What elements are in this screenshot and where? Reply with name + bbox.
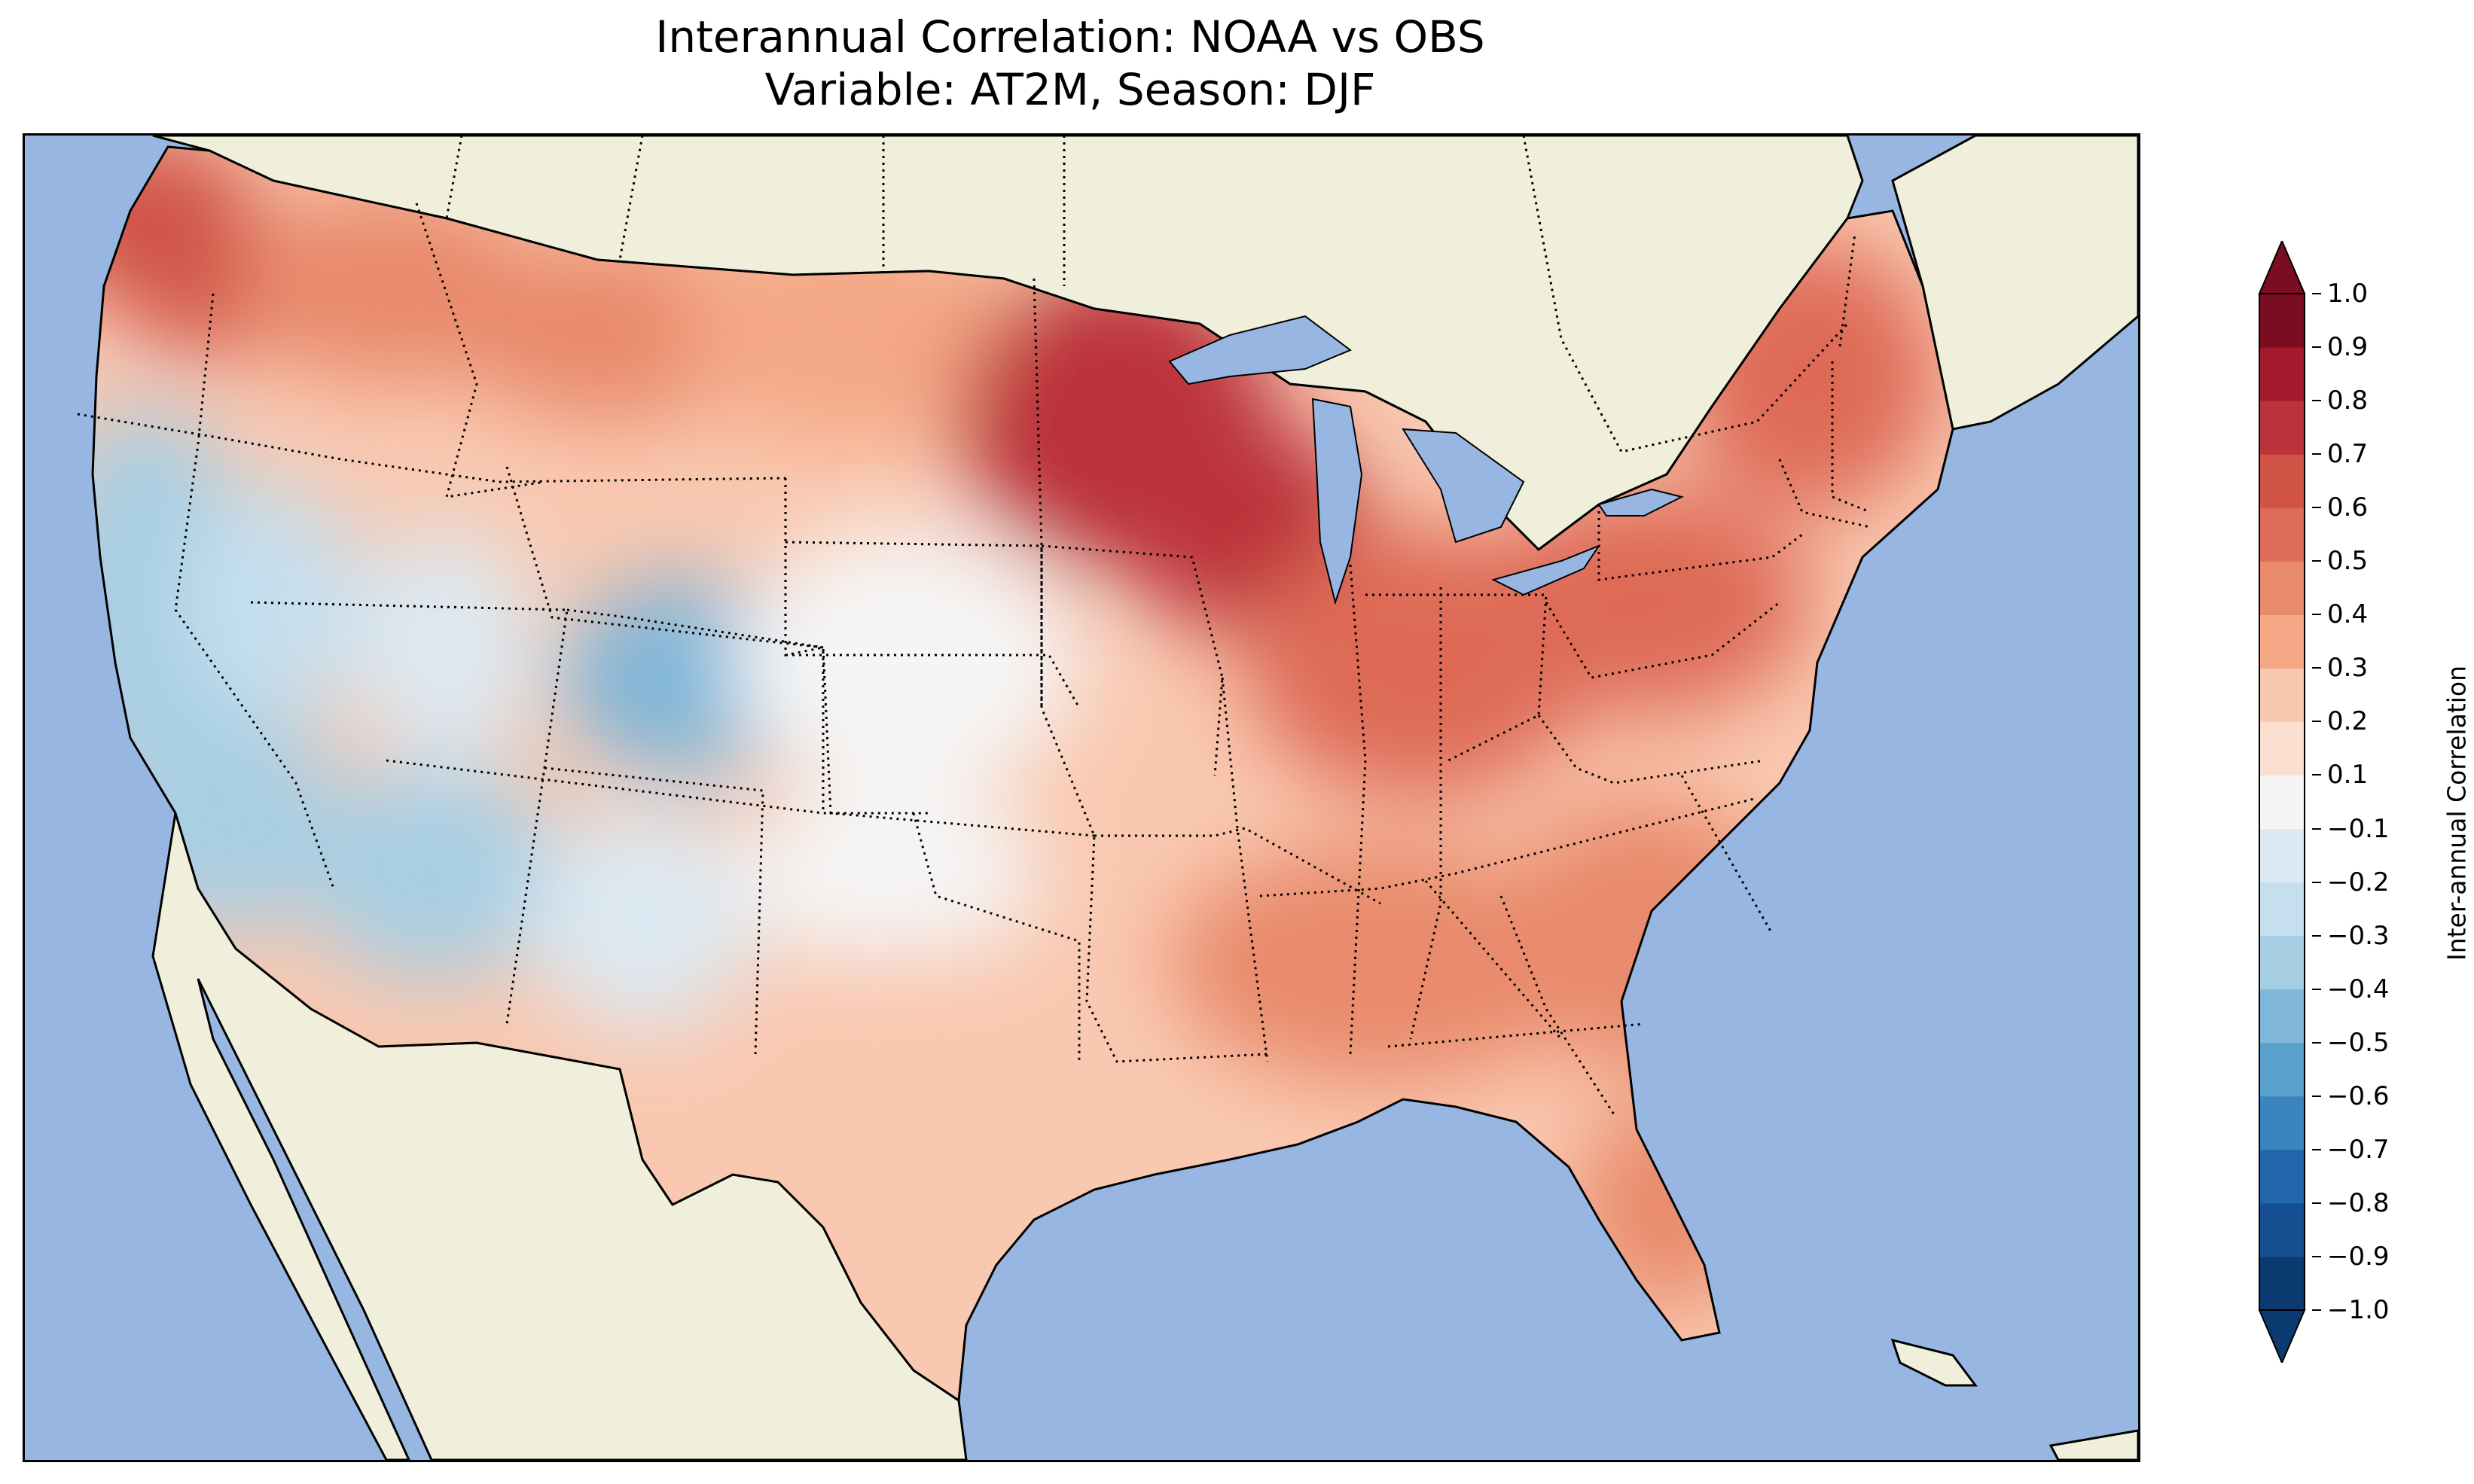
cuba-land <box>1890 1338 1978 1387</box>
correlation-region <box>356 527 537 768</box>
correlation-region <box>1170 843 1591 1084</box>
lake-erie <box>1491 544 1601 596</box>
colorbar-segment <box>2259 1256 2305 1311</box>
state-borders <box>77 203 1871 1115</box>
colorbar-tick-label: 0.4 <box>2327 599 2369 630</box>
colorbar-tick-label: −0.5 <box>2327 1027 2390 1058</box>
colorbar-tick-label: −0.7 <box>2327 1134 2390 1165</box>
hispaniola-land <box>2048 1429 2138 1460</box>
colorbar-segment <box>2259 614 2305 669</box>
colorbar-tick-label: 0.2 <box>2327 706 2369 737</box>
colorbar-tick-label: 1.0 <box>2327 279 2369 309</box>
colorbar-tick-mark <box>2312 346 2321 349</box>
colorbar-segment <box>2259 989 2305 1044</box>
colorbar-tick-label: 0.7 <box>2327 439 2369 470</box>
colorbar-segment <box>2259 347 2305 401</box>
correlation-region <box>304 768 560 979</box>
colorbar <box>2258 241 2306 1363</box>
colorbar-segment <box>2259 1149 2305 1204</box>
colorbar-tick-mark <box>2312 1148 2321 1150</box>
colorbar-segment <box>2259 882 2305 937</box>
colorbar-tick-mark <box>2312 453 2321 456</box>
lake-ontario <box>1597 488 1684 517</box>
map-panel <box>23 133 2140 1462</box>
colorbar-tick-label: 0.6 <box>2327 492 2369 523</box>
colorbar-tick-mark <box>2312 1041 2321 1044</box>
correlation-region <box>680 218 1027 444</box>
colorbar-tick-mark <box>2312 988 2321 990</box>
colorbar-tick-mark <box>2312 774 2321 776</box>
colorbar-segment <box>2259 507 2305 562</box>
colorbar-tick-mark <box>2312 1255 2321 1257</box>
colorbar-segment <box>2259 454 2305 508</box>
colorbar-tick-label: 0.5 <box>2327 546 2369 577</box>
colorbar-tick-label: −0.3 <box>2327 920 2390 951</box>
colorbar-segment <box>2259 668 2305 722</box>
colorbar-extend-min <box>2258 1309 2306 1363</box>
colorbar-tick-label: −0.6 <box>2327 1080 2390 1111</box>
colorbar-tick-mark <box>2312 1095 2321 1097</box>
colorbar-tick-mark <box>2312 721 2321 723</box>
colorbar-extend-max <box>2258 241 2306 294</box>
colorbar-tick-mark <box>2312 507 2321 509</box>
colorbar-segment <box>2259 401 2305 455</box>
province-borders <box>445 136 1849 453</box>
colorbar-segment <box>2259 775 2305 830</box>
colorbar-segment <box>2259 294 2305 348</box>
title-line-1: Interannual Correlation: NOAA vs OBS <box>655 11 1485 62</box>
colorbar-tick-mark <box>2312 614 2321 616</box>
colorbar-tick-label: −0.1 <box>2327 813 2390 844</box>
great-lakes <box>1168 315 1684 605</box>
correlation-region <box>740 783 1042 964</box>
colorbar-tick-label: −1.0 <box>2327 1295 2390 1325</box>
colorbar-tick-mark <box>2312 881 2321 883</box>
colorbar-segment <box>2259 1042 2305 1097</box>
colorbar-tick-label: −0.9 <box>2327 1241 2390 1272</box>
correlation-region <box>529 806 755 1031</box>
colorbar-tick-label: −0.2 <box>2327 867 2390 897</box>
colorbar-segment <box>2259 935 2305 990</box>
colorbar-tick-mark <box>2312 667 2321 669</box>
colorbar-outline <box>2259 293 2305 1311</box>
colorbar-segment <box>2259 828 2305 883</box>
correlation-region <box>733 527 1079 798</box>
map-canvas <box>25 136 2138 1460</box>
colorbar-segment <box>2259 1202 2305 1257</box>
colorbar-tick-mark <box>2312 934 2321 937</box>
field-blobs <box>93 147 1938 1310</box>
colorbar-tick-mark <box>2312 400 2321 402</box>
colorbar-tick-label: −0.4 <box>2327 974 2390 1004</box>
colorbar-segment <box>2259 1095 2305 1150</box>
title-line-2: Variable: AT2M, Season: DJF <box>764 64 1376 115</box>
lake-huron <box>1402 428 1525 544</box>
lake-michigan <box>1311 398 1363 605</box>
correlation-region <box>1478 489 1810 715</box>
colorbar-tick-label: −0.8 <box>2327 1187 2390 1218</box>
colorbar-segments <box>2258 241 2306 1363</box>
chart-title: Interannual Correlation: NOAA vs OBS Var… <box>0 11 2140 116</box>
colorbar-tick-mark <box>2312 1202 2321 1204</box>
correlation-region <box>733 949 1124 1205</box>
colorbar-tick-mark <box>2312 293 2321 294</box>
colorbar-segment <box>2259 721 2305 776</box>
colorbar-tick-mark <box>2312 827 2321 830</box>
lake-superior <box>1168 315 1352 385</box>
colorbar-segment <box>2259 561 2305 615</box>
colorbar-tick-mark <box>2312 560 2321 562</box>
colorbar-tick-mark <box>2312 1309 2321 1311</box>
colorbar-tick-label: 0.1 <box>2327 760 2369 791</box>
colorbar-tick-label: 0.3 <box>2327 653 2369 684</box>
colorbar-label: Inter-annual Correlation <box>2442 665 2472 961</box>
colorbar-tick-label: 0.8 <box>2327 385 2369 416</box>
colorbar-tick-label: 0.9 <box>2327 332 2369 363</box>
